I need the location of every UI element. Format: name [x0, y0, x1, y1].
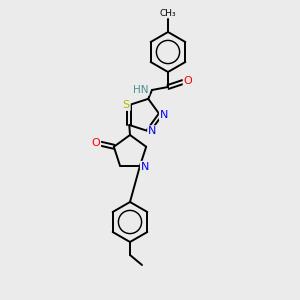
- Text: O: O: [92, 138, 100, 148]
- Text: S: S: [123, 100, 130, 110]
- Text: CH₃: CH₃: [160, 9, 176, 18]
- Text: N: N: [160, 110, 168, 120]
- Text: N: N: [141, 162, 149, 172]
- Text: HN: HN: [134, 85, 149, 95]
- Text: N: N: [148, 126, 156, 136]
- Text: O: O: [184, 76, 192, 86]
